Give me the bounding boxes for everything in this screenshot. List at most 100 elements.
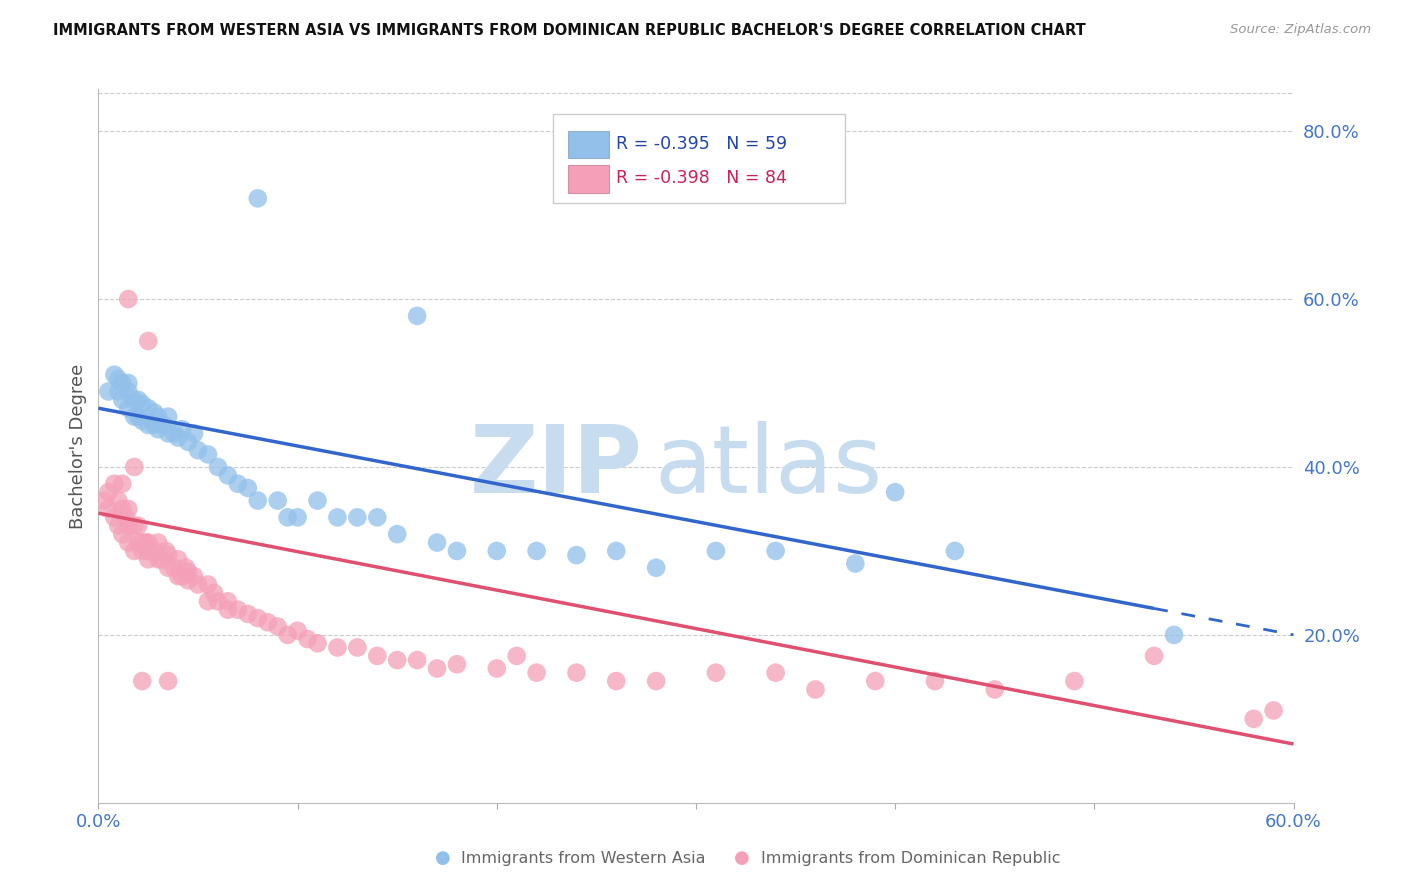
Point bbox=[117, 535, 139, 549]
Point bbox=[844, 557, 866, 571]
Point bbox=[605, 544, 627, 558]
Point bbox=[163, 560, 186, 574]
Point bbox=[385, 653, 409, 667]
Point bbox=[177, 434, 200, 449]
Point bbox=[93, 493, 115, 508]
Point bbox=[1063, 674, 1085, 689]
Text: ●: ● bbox=[734, 849, 751, 867]
Point bbox=[157, 409, 180, 424]
Point bbox=[267, 619, 290, 633]
Point bbox=[157, 548, 180, 562]
Point bbox=[804, 682, 827, 697]
Point bbox=[526, 665, 548, 680]
Point bbox=[187, 577, 209, 591]
Point bbox=[1243, 712, 1265, 726]
Point bbox=[136, 401, 159, 416]
Point bbox=[217, 594, 239, 608]
Point bbox=[984, 682, 1007, 697]
Point bbox=[111, 502, 134, 516]
Point bbox=[117, 518, 139, 533]
Point bbox=[103, 476, 125, 491]
Point bbox=[884, 485, 907, 500]
Point bbox=[111, 527, 134, 541]
Point bbox=[704, 544, 727, 558]
Text: R = -0.398   N = 84: R = -0.398 N = 84 bbox=[616, 169, 787, 187]
Point bbox=[127, 518, 149, 533]
Point bbox=[117, 292, 139, 306]
Point bbox=[177, 574, 200, 588]
Point bbox=[103, 368, 125, 382]
Point bbox=[183, 569, 205, 583]
Point bbox=[645, 674, 668, 689]
Point bbox=[136, 417, 159, 432]
Point bbox=[157, 426, 180, 441]
Point bbox=[226, 476, 249, 491]
Point bbox=[406, 309, 429, 323]
Point bbox=[207, 460, 229, 475]
Point bbox=[117, 384, 139, 399]
Point bbox=[446, 657, 468, 672]
Point bbox=[485, 544, 508, 558]
Point bbox=[526, 544, 548, 558]
Point bbox=[135, 535, 157, 549]
Point bbox=[97, 485, 120, 500]
Point bbox=[155, 544, 177, 558]
Point bbox=[565, 665, 588, 680]
Point bbox=[172, 569, 194, 583]
Point bbox=[924, 674, 946, 689]
Point bbox=[136, 535, 159, 549]
Point bbox=[172, 422, 194, 436]
Point bbox=[124, 392, 146, 407]
Point bbox=[406, 653, 429, 667]
Point bbox=[153, 417, 176, 432]
Point bbox=[111, 392, 134, 407]
Point bbox=[366, 510, 388, 524]
Point bbox=[143, 405, 166, 419]
Point bbox=[197, 594, 219, 608]
Text: Immigrants from Western Asia: Immigrants from Western Asia bbox=[461, 851, 706, 865]
Text: IMMIGRANTS FROM WESTERN ASIA VS IMMIGRANTS FROM DOMINICAN REPUBLIC BACHELOR'S DE: IMMIGRANTS FROM WESTERN ASIA VS IMMIGRAN… bbox=[53, 23, 1087, 38]
Point bbox=[143, 544, 166, 558]
Point bbox=[117, 376, 139, 390]
Point bbox=[385, 527, 409, 541]
Point bbox=[236, 481, 259, 495]
Point bbox=[157, 674, 180, 689]
Point bbox=[236, 607, 259, 621]
Point bbox=[207, 594, 229, 608]
Point bbox=[943, 544, 966, 558]
Text: R = -0.395   N = 59: R = -0.395 N = 59 bbox=[616, 136, 787, 153]
Point bbox=[124, 518, 146, 533]
Point bbox=[124, 460, 146, 475]
Point bbox=[107, 518, 129, 533]
Point bbox=[127, 409, 149, 424]
Point bbox=[150, 552, 173, 566]
Point bbox=[1143, 648, 1166, 663]
Point bbox=[127, 392, 149, 407]
Point bbox=[148, 535, 170, 549]
Point bbox=[865, 674, 887, 689]
Point bbox=[605, 674, 627, 689]
Point bbox=[307, 636, 329, 650]
Point bbox=[148, 552, 170, 566]
Point bbox=[326, 510, 349, 524]
Point bbox=[485, 661, 508, 675]
Text: ZIP: ZIP bbox=[470, 421, 643, 514]
Point bbox=[565, 548, 588, 562]
Point bbox=[246, 191, 269, 205]
Point bbox=[287, 624, 309, 638]
Point bbox=[765, 665, 787, 680]
Point bbox=[117, 502, 139, 516]
Point bbox=[1302, 712, 1324, 726]
Point bbox=[107, 384, 129, 399]
Point bbox=[426, 535, 449, 549]
Point bbox=[426, 661, 449, 675]
Point bbox=[131, 397, 153, 411]
Point bbox=[645, 560, 668, 574]
Point bbox=[277, 510, 299, 524]
Point bbox=[1163, 628, 1185, 642]
Point bbox=[167, 431, 190, 445]
Point bbox=[506, 648, 529, 663]
Point bbox=[111, 476, 134, 491]
Point bbox=[115, 510, 138, 524]
Point bbox=[167, 552, 190, 566]
